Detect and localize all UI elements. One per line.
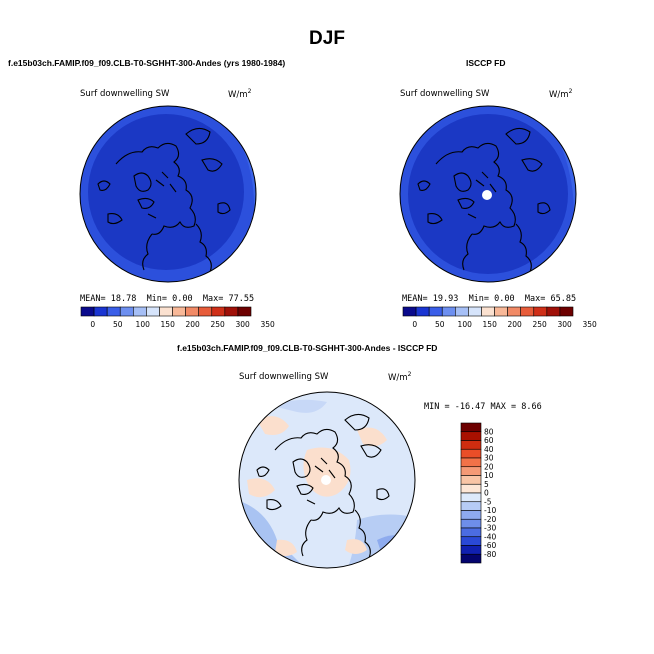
panel1-colorbar-swatch [198, 306, 213, 317]
difference-units: W/m2 [388, 371, 412, 383]
panel2-colorbar-swatch [533, 306, 548, 317]
panel2-colorbar-tick-label: 300 [557, 320, 572, 329]
panel1-colorbar-tick-label: 200 [186, 320, 201, 329]
panel1-colorbar-tick-label: 50 [113, 320, 123, 329]
difference-colorbar-swatch [460, 448, 482, 459]
panel1-case-title: f.e15b03ch.FAMIP.f09_f09.CLB-T0-SGHHT-30… [8, 58, 286, 68]
difference-colorbar-swatch [460, 483, 482, 494]
difference-colorbar-swatch [460, 501, 482, 511]
page-title: DJF [309, 28, 345, 49]
panel1-colorbar-swatch [133, 306, 147, 317]
difference-colorbar-swatch [460, 510, 482, 520]
panel2-colorbar-swatch [415, 306, 430, 317]
difference-colorbar-tick-label: 30 [484, 454, 494, 463]
difference-pole-missing-data [321, 475, 331, 485]
panel1-colorbar-tick-label: 100 [136, 320, 151, 329]
panel2-polar-map [399, 105, 577, 283]
panel1-colorbar: 0 50 100 150 200 250 300 350 [80, 306, 275, 329]
difference-colorbar-swatch [460, 553, 482, 564]
difference-colorbar-tick-label: -10 [484, 506, 496, 515]
panel1-colorbar-swatch [106, 306, 121, 317]
difference-colorbar-tick-label: 20 [484, 462, 494, 471]
difference-colorbar-tick-label: -5 [484, 497, 492, 506]
difference-colorbar-tick-label: -60 [484, 541, 496, 550]
difference-colorbar-tick-label: 0 [484, 489, 489, 498]
panel2-variable-label: Surf downwelling SW [400, 89, 490, 99]
panel1-colorbar-swatch [119, 306, 134, 317]
panel2-case-title: ISCCP FD [466, 58, 506, 68]
panel1-coastlines [97, 127, 231, 273]
difference-colorbar-swatch [460, 536, 482, 546]
panel1-colorbar-swatch [185, 306, 199, 317]
difference-colorbar-tick-label: -80 [484, 550, 496, 559]
difference-minmax: MIN = -16.47 MAX = 8.66 [424, 402, 542, 412]
panel1-colorbar-tick-label: 250 [210, 320, 225, 329]
panel1-stats: MEAN= 18.78 Min= 0.00 Max= 77.55 [80, 294, 255, 304]
panel2-colorbar: 0 50 100 150 200 250 300 350 [402, 306, 597, 329]
difference-coastlines [256, 413, 390, 559]
panel2-colorbar-tick-label: 0 [412, 320, 417, 329]
panel2-colorbar-swatch [455, 306, 469, 317]
difference-colorbar-swatch [460, 492, 482, 503]
difference-colorbar-tick-label: 80 [484, 427, 494, 436]
panel2-stats: MEAN= 19.93 Min= 0.00 Max= 65.85 [402, 294, 577, 304]
panel1-colorbar-tick-label: 150 [161, 320, 176, 329]
panel2-colorbar-swatch [468, 306, 482, 317]
difference-colorbar-swatch [460, 518, 482, 529]
panel1-colorbar-swatch [80, 306, 95, 317]
panel1-colorbar-swatch [146, 306, 160, 317]
panel1-colorbar-swatch [172, 306, 186, 317]
panel2-colorbar-swatch [402, 306, 417, 317]
panel1-variable-label: Surf downwelling SW [80, 89, 170, 99]
panel2-coastlines [417, 127, 551, 273]
panel2-colorbar-tick-label: 350 [582, 320, 597, 329]
panel2-pole-missing-data [482, 190, 492, 200]
difference-colorbar-swatch [460, 431, 482, 441]
panel2-colorbar-swatch [546, 306, 561, 317]
difference-colorbar-tick-label: 60 [484, 436, 494, 445]
difference-colorbar-tick-label: 5 [484, 480, 489, 489]
difference-colorbar-tick-label: 10 [484, 471, 494, 480]
panel1-colorbar-swatch [211, 306, 226, 317]
difference-colorbar-tick-label: 40 [484, 445, 494, 454]
panel1-colorbar-swatch [159, 306, 173, 317]
panel2-colorbar-swatch [481, 306, 495, 317]
difference-variable-label: Surf downwelling SW [239, 372, 329, 382]
panel2-colorbar-swatch [559, 306, 574, 317]
panel2-colorbar-tick-label: 50 [435, 320, 445, 329]
panel2-colorbar-swatch [441, 306, 456, 317]
difference-polar-map [238, 391, 416, 569]
panel1-units: W/m2 [228, 88, 252, 100]
panel1-polar-map [79, 105, 257, 283]
panel1-colorbar-tick-label: 300 [235, 320, 250, 329]
panel2-colorbar-swatch [494, 306, 508, 317]
difference-colorbar-swatch [460, 457, 482, 468]
difference-colorbar-swatch [460, 466, 482, 476]
panel2-colorbar-swatch [520, 306, 535, 317]
panel2-colorbar-tick-label: 100 [458, 320, 473, 329]
panel1-colorbar-tick-label: 350 [260, 320, 275, 329]
difference-colorbar-swatch [460, 475, 482, 485]
difference-colorbar-tick-label: -20 [484, 515, 496, 524]
difference-colorbar-swatch [460, 422, 482, 433]
panel2-units: W/m2 [549, 88, 573, 100]
panel2-colorbar-tick-label: 250 [532, 320, 547, 329]
panel1-colorbar-swatch [93, 306, 108, 317]
difference-case-title: f.e15b03ch.FAMIP.f09_f09.CLB-T0-SGHHT-30… [177, 343, 438, 353]
difference-colorbar-swatch [460, 440, 482, 450]
panel2-colorbar-tick-label: 150 [483, 320, 498, 329]
panel2-colorbar-tick-label: 200 [508, 320, 523, 329]
difference-colorbar-tick-label: -30 [484, 524, 496, 533]
panel1-colorbar-swatch [237, 306, 252, 317]
difference-colorbar-swatch [460, 527, 482, 538]
panel2-colorbar-swatch [507, 306, 521, 317]
panel1-colorbar-swatch [224, 306, 239, 317]
panel2-colorbar-swatch [428, 306, 443, 317]
panel1-colorbar-tick-label: 0 [90, 320, 95, 329]
difference-colorbar-tick-label: -40 [484, 532, 496, 541]
difference-colorbar-swatch [460, 545, 482, 555]
